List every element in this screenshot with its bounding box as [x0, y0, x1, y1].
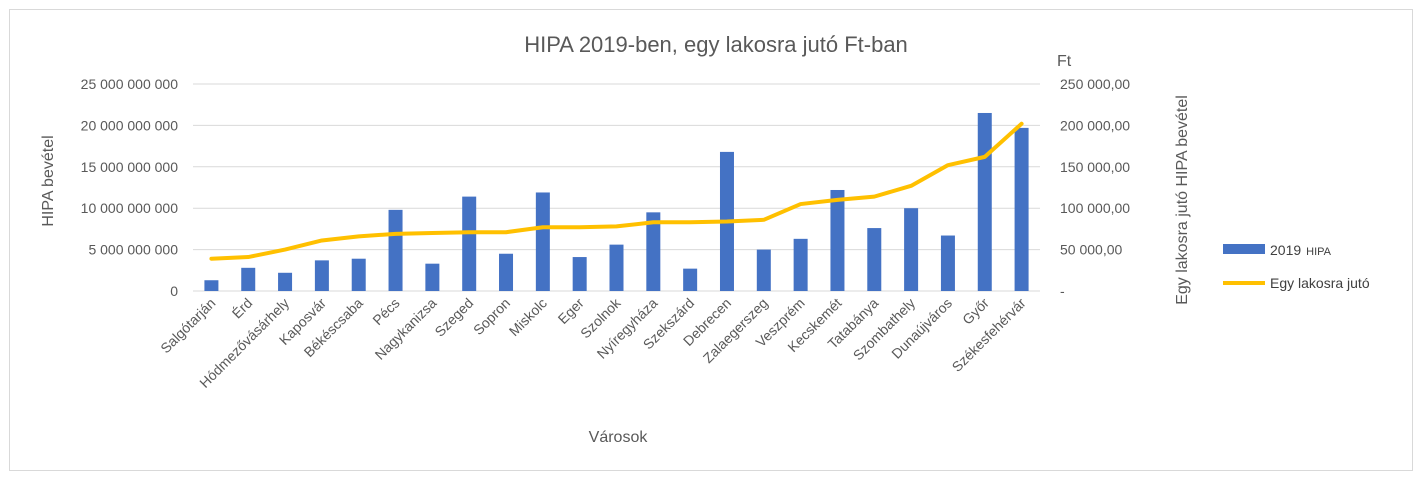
- bar: [867, 228, 882, 291]
- bar: [241, 267, 256, 291]
- bar: [609, 244, 624, 291]
- x-tick-label: Érd: [229, 295, 256, 322]
- y-axis-title: HIPA bevétel: [40, 135, 57, 226]
- bar: [756, 249, 771, 291]
- bar-series: [204, 112, 1029, 291]
- y-tick-label: 10 000 000 000: [81, 200, 179, 216]
- bar: [793, 238, 808, 291]
- y2-tick-label: 150 000,00: [1060, 159, 1130, 175]
- y-tick-label: 0: [170, 283, 178, 299]
- bar: [683, 268, 698, 291]
- y-tick-label: 20 000 000 000: [81, 117, 179, 133]
- y2-tick-label: 200 000,00: [1060, 117, 1130, 133]
- y-axis-ticks: 0 5 000 000 000 10 000 000 000 15 000 000 0…: [81, 76, 179, 299]
- legend-line-label: Egy lakosra jutó: [1270, 275, 1370, 291]
- bar: [499, 253, 514, 291]
- x-tick-label: Szeged: [431, 295, 476, 340]
- bar: [830, 189, 845, 291]
- y2-tick-label: -: [1060, 283, 1065, 299]
- y2-axis-title: Egy lakosra jutó HIPA bevétel: [1174, 95, 1191, 305]
- legend-bar-swatch: [1223, 244, 1265, 254]
- bar: [425, 263, 440, 291]
- y2-tick-label: 250 000,00: [1060, 76, 1130, 92]
- y2-unit-label: Ft: [1057, 53, 1072, 70]
- legend-bar-year: 2019: [1270, 242, 1301, 258]
- bar: [977, 112, 992, 291]
- y-tick-label: 15 000 000 000: [81, 159, 179, 175]
- bar: [572, 257, 587, 291]
- bar: [1014, 127, 1029, 291]
- x-tick-label: Sopron: [470, 295, 513, 338]
- y-tick-label: 5 000 000 000: [88, 242, 178, 258]
- bar: [646, 212, 661, 291]
- gridlines: [193, 83, 1040, 292]
- y-tick-label: 25 000 000 000: [81, 76, 179, 92]
- line-series: [209, 121, 1024, 261]
- legend-bar-label: 2019 HIPA: [1270, 242, 1332, 258]
- bar: [388, 209, 403, 291]
- bar: [278, 272, 293, 291]
- chart-frame: [9, 9, 1413, 471]
- bar: [314, 260, 329, 291]
- x-tick-label: Pécs: [369, 295, 402, 328]
- bar: [351, 258, 366, 291]
- legend-bar-name: HIPA: [1306, 246, 1332, 258]
- y2-tick-label: 100 000,00: [1060, 200, 1130, 216]
- x-tick-label: Eger: [555, 295, 587, 327]
- y2-axis-ticks: - 50 000,00 100 000,00 150 000,00 200 000,00…: [1060, 76, 1130, 299]
- x-tick-label: Győr: [959, 295, 992, 328]
- y2-tick-label: 50 000,00: [1060, 242, 1122, 258]
- x-tick-label: Salgótarján: [157, 295, 218, 356]
- bar: [904, 208, 919, 291]
- bar: [940, 235, 955, 291]
- x-axis-title: Városok: [589, 429, 649, 446]
- legend: 2019 HIPA Egy lakosra jutó: [1223, 242, 1370, 291]
- bar: [204, 280, 219, 291]
- x-tick-label: Miskolc: [506, 295, 550, 339]
- x-axis-ticks: Salgótarján ÉrdHódmezővásárhelyKaposvárBé…: [157, 294, 1029, 391]
- chart-title: HIPA 2019-ben, egy lakosra jutó Ft-ban: [524, 32, 908, 57]
- bar: [535, 192, 550, 291]
- bar: [462, 196, 477, 291]
- line-path: [209, 121, 1024, 261]
